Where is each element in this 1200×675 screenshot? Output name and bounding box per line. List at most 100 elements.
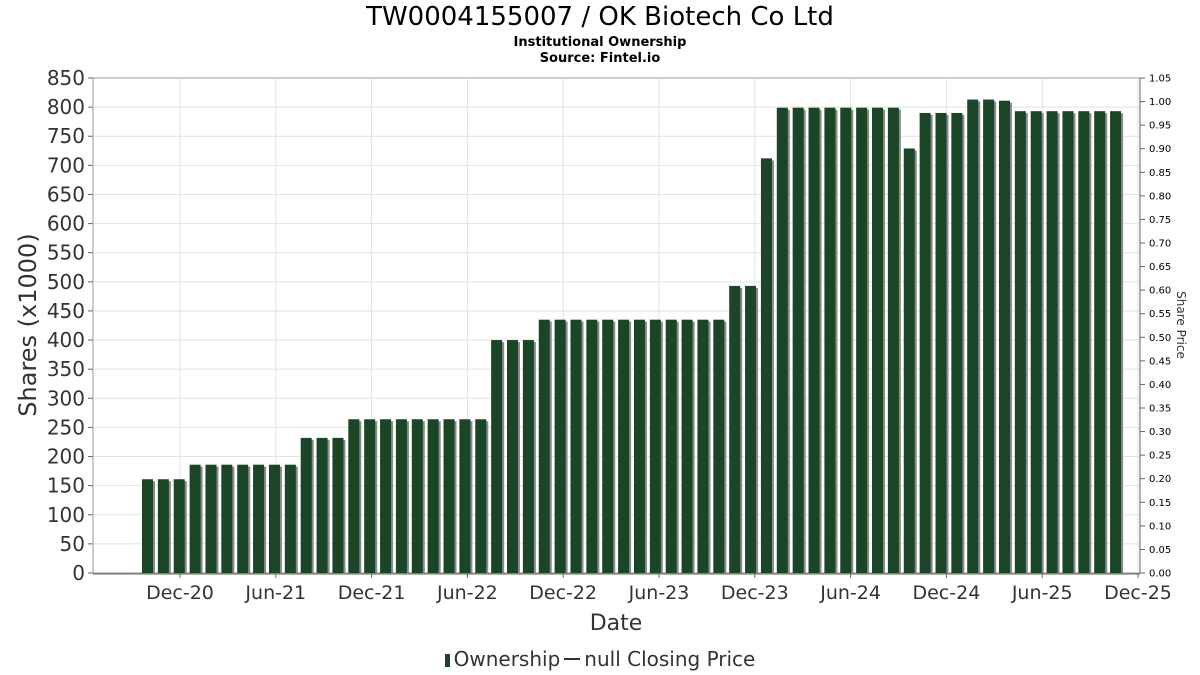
y-axis-label: Shares (x1000) xyxy=(14,233,42,416)
ownership-bar xyxy=(268,464,280,573)
y-tick-label: 700 xyxy=(47,153,85,177)
ownership-bar xyxy=(189,464,201,573)
y2-tick-label: 0.40 xyxy=(1149,380,1171,391)
y-tick-label: 0 xyxy=(72,561,85,585)
ownership-bar xyxy=(840,107,852,573)
plot-area xyxy=(92,77,1141,574)
ownership-bar xyxy=(792,107,804,573)
x-tick-label: Jun-21 xyxy=(244,582,306,604)
y-tick-label: 750 xyxy=(47,124,85,148)
ownership-bar xyxy=(380,419,392,573)
ownership-bar xyxy=(221,464,233,573)
ownership-bar xyxy=(411,419,423,573)
y2-tick-label: 0.10 xyxy=(1149,521,1171,532)
ownership-legend-swatch xyxy=(444,654,450,667)
ownership-bar xyxy=(760,158,772,574)
y2-tick-label: 0.25 xyxy=(1149,451,1171,462)
y2-tick-label: 0.35 xyxy=(1149,404,1171,415)
ownership-bar xyxy=(824,107,836,573)
y2-tick-label: 1.05 xyxy=(1149,74,1171,85)
ownership-bar xyxy=(157,479,169,573)
x-axis-label: Date xyxy=(590,611,643,636)
y-tick-label: 250 xyxy=(47,415,85,439)
ownership-bar xyxy=(1014,111,1026,573)
x-tick-label: Dec-25 xyxy=(1104,582,1172,604)
ownership-bar xyxy=(856,107,868,573)
closing-price-legend-line xyxy=(564,658,581,660)
y-tick-label: 100 xyxy=(47,503,85,527)
x-tick-label: Jun-22 xyxy=(436,582,498,604)
y-tick-label: 850 xyxy=(47,66,85,90)
ownership-bar xyxy=(316,437,328,573)
y2-axis-label: Share Price xyxy=(1174,291,1188,359)
y2-tick-label: 0.65 xyxy=(1149,262,1171,273)
ownership-bar xyxy=(1046,111,1058,573)
y2-tick-label: 1.00 xyxy=(1149,97,1171,108)
ownership-bar xyxy=(776,107,788,573)
y2-tick-label: 0.90 xyxy=(1149,144,1171,155)
chart-title: TW0004155007 / OK Biotech Co Ltd xyxy=(366,2,834,32)
y2-tick-label: 0.15 xyxy=(1149,498,1171,509)
ownership-bar xyxy=(586,319,598,573)
x-tick-label: Jun-24 xyxy=(819,582,881,604)
y2-tick-label: 0.85 xyxy=(1149,168,1171,179)
y2-tick-label: 0.50 xyxy=(1149,333,1171,344)
y-tick-label: 500 xyxy=(47,270,85,294)
ownership-bar xyxy=(602,319,614,573)
y2-tick-label: 0.55 xyxy=(1149,309,1171,320)
ownership-bar xyxy=(633,319,645,573)
y-tick-label: 450 xyxy=(47,299,85,323)
y2-tick-label: 0.80 xyxy=(1149,191,1171,202)
y2-tick-label: 0.70 xyxy=(1149,239,1171,250)
ownership-bar xyxy=(173,479,185,573)
ownership-bar xyxy=(395,419,407,573)
ownership-bar xyxy=(872,107,884,573)
ownership-bar xyxy=(697,319,709,573)
ownership-bar xyxy=(887,107,899,573)
ownership-bar xyxy=(919,112,931,574)
legend: Ownership null Closing Price xyxy=(0,647,1200,671)
y2-tick-label: 0.05 xyxy=(1149,545,1171,556)
ownership-bar xyxy=(983,99,995,573)
ownership-bar xyxy=(808,107,820,573)
ownership-bar xyxy=(348,419,360,573)
y2-tick-label: 0.95 xyxy=(1149,121,1171,132)
chart-source: Source: Fintel.io xyxy=(539,51,661,66)
y2-tick-label: 0.30 xyxy=(1149,427,1171,438)
x-tick-label: Dec-22 xyxy=(529,582,597,604)
legend-price-label: null Closing Price xyxy=(584,647,756,671)
x-tick-label: Dec-20 xyxy=(146,582,214,604)
ownership-bar xyxy=(554,319,566,573)
y2-tick-label: 0.45 xyxy=(1149,356,1171,367)
x-tick-label: Dec-23 xyxy=(721,582,789,604)
ownership-bar xyxy=(443,419,455,573)
y-tick-label: 800 xyxy=(47,95,85,119)
ownership-bar xyxy=(998,100,1010,573)
ownership-bar xyxy=(1078,111,1090,573)
x-tick-label: Dec-21 xyxy=(338,582,406,604)
chart-subtitle: Institutional Ownership xyxy=(513,35,687,50)
ownership-bar xyxy=(729,285,741,573)
ownership-bar xyxy=(300,437,312,573)
x-tick-label: Jun-25 xyxy=(1011,582,1073,604)
ownership-bar xyxy=(967,99,979,573)
y2-tick-label: 0.00 xyxy=(1149,569,1171,580)
legend-ownership-label: Ownership xyxy=(453,647,561,671)
y-tick-label: 650 xyxy=(47,182,85,206)
ownership-bar xyxy=(570,319,582,573)
ownership-bar xyxy=(665,319,677,573)
ownership-bar xyxy=(713,319,725,573)
x-tick-label: Jun-23 xyxy=(628,582,690,604)
ownership-bar xyxy=(284,464,296,573)
y2-tick-label: 0.75 xyxy=(1149,215,1171,226)
ownership-bar xyxy=(475,419,487,573)
ownership-bar xyxy=(491,340,503,573)
y-tick-label: 550 xyxy=(47,241,85,265)
ownership-bar xyxy=(142,479,153,573)
ownership-bar xyxy=(1030,111,1042,573)
ownership-bar xyxy=(507,340,519,573)
ownership-bar xyxy=(903,148,915,573)
ownership-bar xyxy=(1110,111,1122,573)
y2-tick-label: 0.60 xyxy=(1149,286,1171,297)
